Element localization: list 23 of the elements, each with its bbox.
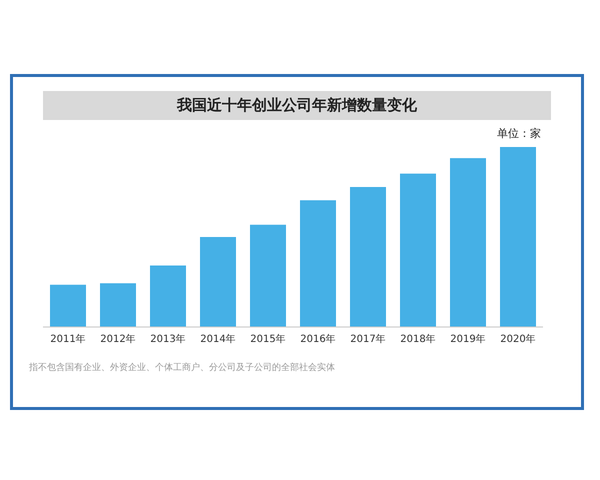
chart-subtitle: 单位：家: [496, 126, 541, 141]
bar: [500, 147, 536, 327]
x-tick-label: 2012年: [100, 333, 136, 346]
bar: [300, 200, 336, 327]
text: 指不包含国有企业、外资企业、个体工商户、分公司及子公司的全部社会实体: [29, 362, 336, 374]
x-tick-label: 2017年: [350, 333, 386, 346]
bar: [250, 224, 286, 327]
bar: [350, 186, 386, 327]
bar: [200, 237, 236, 327]
x-tick-label: 2019年: [450, 333, 486, 346]
bar: [100, 283, 136, 327]
bar: [150, 265, 186, 327]
x-tick-label: 2015年: [250, 333, 286, 346]
bar: [400, 174, 436, 327]
x-tick-label: 2011年: [50, 333, 86, 346]
x-tick-label: 2020年: [500, 333, 536, 346]
bar: [50, 284, 86, 327]
x-tick-label: 2018年: [400, 333, 436, 346]
x-tick-label: 2014年: [200, 333, 236, 346]
chart-title: 我国近十年创业公司年新增数量变化: [43, 91, 551, 120]
x-tick-label: 2016年: [300, 333, 336, 346]
bar: [450, 158, 486, 327]
x-tick-label: 2013年: [150, 333, 186, 346]
